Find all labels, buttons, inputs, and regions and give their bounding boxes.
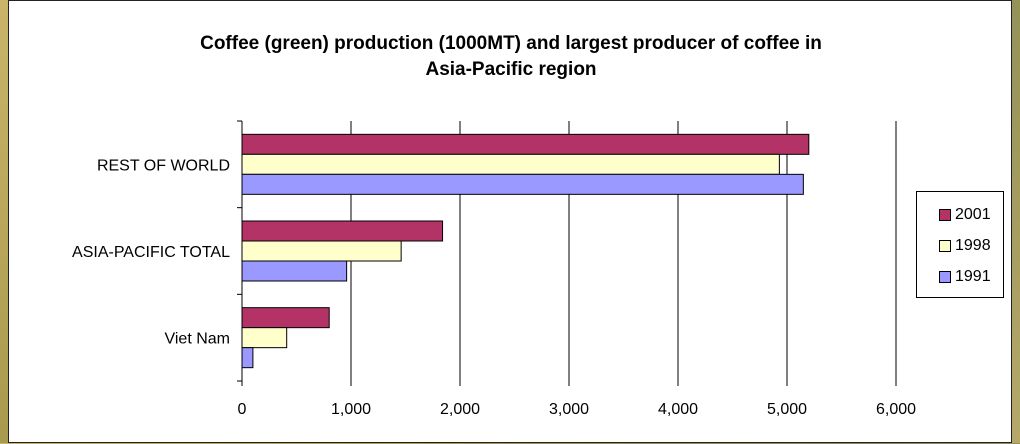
legend-item-1998: 1998 [939,237,991,255]
chart-panel: Coffee (green) production (1000MT) and l… [8,0,1012,443]
bar-1991 [241,173,804,195]
bar-2001 [241,220,444,242]
legend-label-2001: 2001 [955,206,991,223]
legend-item-2001: 2001 [939,206,991,224]
bar-1998 [241,240,402,262]
chart-title-line-1: Coffee (green) production (1000MT) and l… [200,33,822,54]
bar-chart: 0 1,000 2,000 3,000 4,000 5,000 6,000 REST OF W… [72,120,916,418]
legend-swatch-1991 [939,271,951,283]
bar-1998 [241,327,288,349]
legend-item-1991: 1991 [939,268,991,286]
x-tick-label: 3,000 [549,401,589,418]
category-label: Viet Nam [164,331,230,348]
legend-swatch-2001 [939,209,951,221]
x-tick-label: 4,000 [658,401,698,418]
x-tick-label: 0 [238,401,247,418]
x-tick-label: 5,000 [767,401,807,418]
bar-1991 [241,260,348,282]
x-tick-label: 1,000 [331,401,371,418]
category-label: REST OF WORLD [97,157,230,174]
x-tick-label: 6,000 [876,401,916,418]
bar-2001 [241,307,330,329]
legend-label-1991: 1991 [955,268,991,285]
bar-2001 [241,133,810,155]
legend: 2001 1998 1991 [916,191,1004,298]
legend-swatch-1998 [939,240,951,252]
legend-label-1998: 1998 [955,237,991,254]
bar-1998 [241,153,780,175]
chart-title: Coffee (green) production (1000MT) and l… [9,31,1013,83]
chart-title-line-2: Asia-Pacific region [425,59,597,80]
x-tick-label: 2,000 [440,401,480,418]
category-label: ASIA-PACIFIC TOTAL [72,244,230,261]
bar-1991 [241,347,254,369]
